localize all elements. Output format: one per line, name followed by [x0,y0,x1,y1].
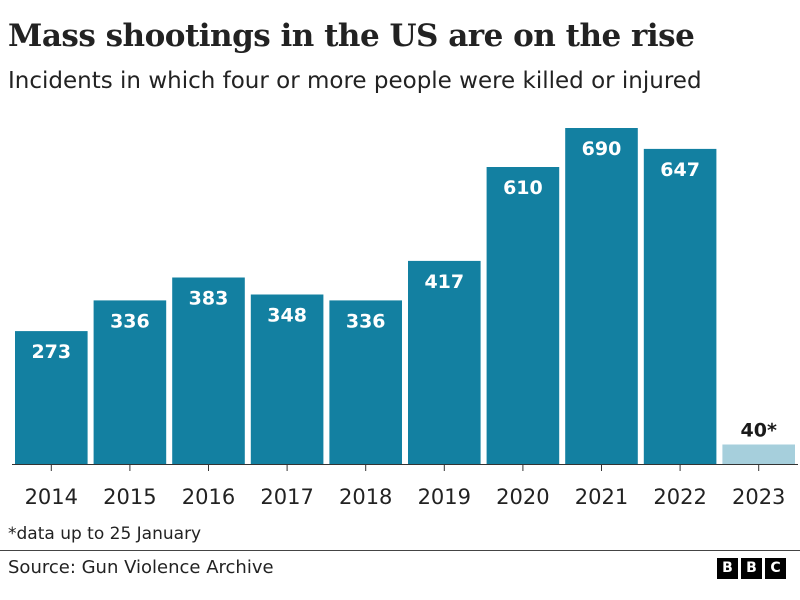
bar-2016 [172,277,245,464]
logo-letter-c: C [765,558,786,579]
data-label-2014: 273 [31,341,71,363]
bar-2017 [250,294,324,464]
data-label-2021: 690 [582,138,622,160]
data-label-2017: 348 [267,305,307,327]
x-tick-label-2016: 2016 [182,485,235,509]
footnote: *data up to 25 January [8,524,202,544]
bar-chart: 273 2014 336 2015 383 2016 348 2017 336 2018 417 20… [12,128,798,509]
x-tick-label-2019: 2019 [418,485,471,509]
bar-2014 [15,331,88,464]
x-tick-label-2015: 2015 [103,485,156,509]
data-label-2023: 40* [741,420,777,442]
data-label-2019: 417 [424,271,464,293]
x-tick-label-2018: 2018 [339,485,392,509]
x-tick-label-2021: 2021 [575,485,628,509]
bar-2019 [408,260,481,464]
data-label-2015: 336 [110,310,150,332]
data-label-2016: 383 [189,288,229,310]
x-tick-label-2022: 2022 [653,485,706,509]
data-label-2022: 647 [660,159,700,181]
bar-2015 [93,300,167,464]
bbc-logo: B B C [717,558,786,579]
x-tick-label-2020: 2020 [496,485,549,509]
x-tick-label-2017: 2017 [260,485,313,509]
logo-letter-b1: B [717,558,738,579]
data-label-2020: 610 [503,177,543,199]
bar-2018 [329,300,402,464]
bar-2020 [486,167,560,464]
bar-2021 [565,128,638,464]
source-note: Source: Gun Violence Archive [8,557,274,578]
bar-2022 [643,148,717,464]
footer-divider [0,550,800,551]
chart-title: Mass shootings in the US are on the rise [8,18,695,54]
chart-subtitle: Incidents in which four or more people w… [8,68,702,94]
x-tick-label-2014: 2014 [25,485,78,509]
x-tick-label-2023: 2023 [732,485,785,509]
logo-letter-b2: B [741,558,762,579]
data-label-2018: 336 [346,310,386,332]
bar-2023 [722,444,795,464]
